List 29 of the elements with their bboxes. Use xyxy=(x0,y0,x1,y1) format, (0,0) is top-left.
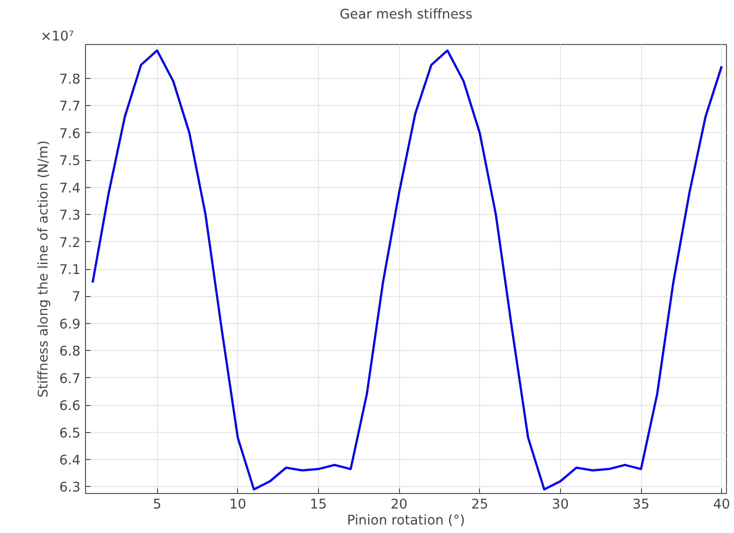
y-tick-label: 6.5 xyxy=(59,426,81,442)
line-series xyxy=(91,49,723,491)
y-tick-label: 6.8 xyxy=(59,344,81,360)
text: ×10⁷ xyxy=(40,30,74,44)
y-tick-label: 7.2 xyxy=(59,236,81,251)
x-tick-label: 20 xyxy=(390,498,408,512)
x-tick-label: 5 xyxy=(152,498,162,512)
x-tick-label: 40 xyxy=(713,498,730,512)
y-tick-label: 7.1 xyxy=(59,263,81,278)
y-tick-label: 6.9 xyxy=(59,317,81,332)
x-tick-label: 15 xyxy=(310,498,327,512)
y-tick-label: 6.6 xyxy=(59,399,81,414)
y-axis-title: Stiffness along the line of action (N/m) xyxy=(36,140,52,398)
y-tick-label: 6.4 xyxy=(59,453,81,468)
x-tick-label: 25 xyxy=(471,498,488,512)
y-tick-label: 7.7 xyxy=(59,100,81,115)
y-tick-label: 6.7 xyxy=(59,372,81,387)
x-tick-label: 30 xyxy=(552,498,569,512)
x-tick-label: 35 xyxy=(632,498,650,512)
y-tick-label: 7.3 xyxy=(59,208,81,224)
y-tick-label: 7 xyxy=(72,290,81,306)
x-tick-label: 10 xyxy=(229,498,246,512)
x-axis-title: Pinion rotation (°) xyxy=(347,514,466,528)
y-tick-label: 6.3 xyxy=(59,480,81,496)
chart-title: Gear mesh stiffness xyxy=(340,8,472,22)
y-tick-label: 7.6 xyxy=(59,126,81,142)
y-tick-label: 7.8 xyxy=(59,72,81,88)
y-tick-label: 7.4 xyxy=(59,181,81,196)
y-tick-label: 7.5 xyxy=(59,154,81,170)
